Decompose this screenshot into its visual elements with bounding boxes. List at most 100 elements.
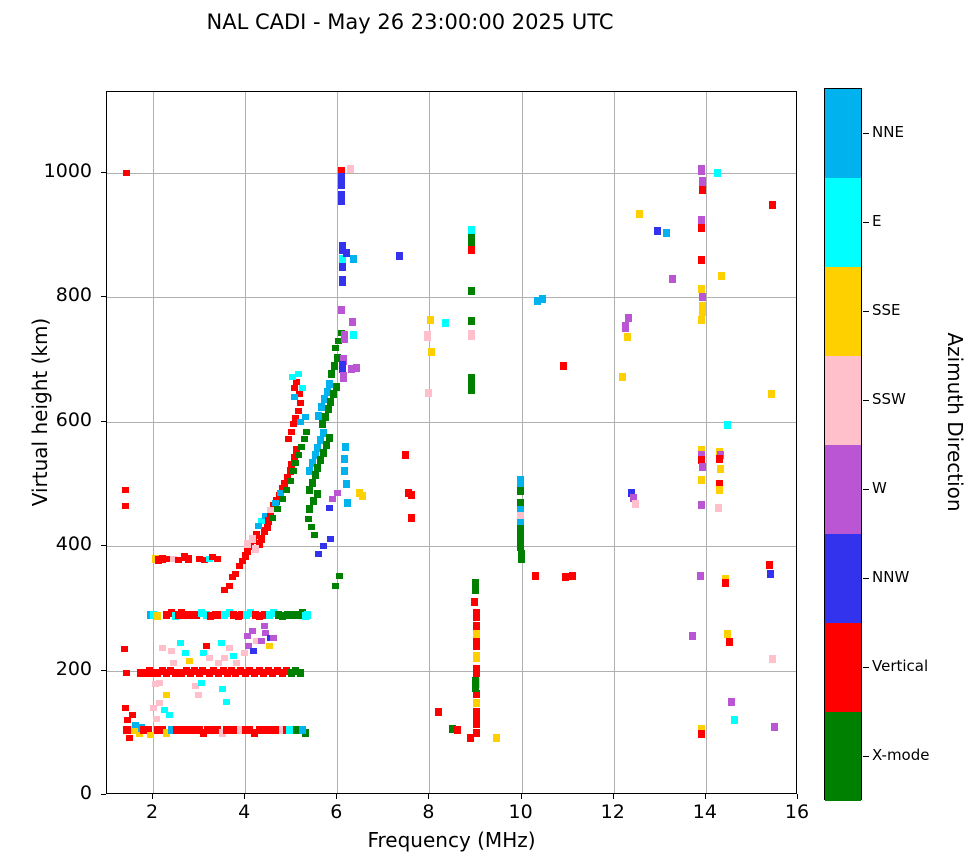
data-point	[181, 610, 189, 619]
data-point	[724, 421, 732, 430]
data-point	[163, 728, 171, 737]
colorbar-label-x-mode: X-mode	[872, 745, 930, 764]
data-point	[697, 223, 705, 232]
data-point	[270, 635, 278, 642]
data-point	[338, 169, 346, 190]
data-point	[180, 553, 188, 562]
data-point	[472, 579, 480, 588]
data-point	[716, 486, 724, 495]
data-point	[247, 609, 255, 618]
data-point	[688, 631, 696, 640]
colorbar-label-nne: NNE	[872, 122, 904, 141]
data-point	[214, 555, 222, 562]
data-point	[769, 655, 777, 664]
x-tick-label: 12	[600, 801, 625, 823]
data-point	[292, 459, 300, 466]
data-point	[246, 666, 254, 675]
colorbar-label-nnw: NNW	[872, 567, 910, 586]
data-point	[284, 610, 292, 619]
data-point	[167, 666, 175, 675]
data-point	[295, 452, 303, 459]
data-point	[202, 610, 210, 619]
data-point	[149, 704, 157, 711]
data-point	[252, 530, 260, 539]
data-point	[154, 669, 162, 678]
data-point	[207, 611, 215, 620]
data-point	[288, 373, 296, 380]
data-point	[472, 676, 480, 685]
x-tick-label: 14	[692, 801, 717, 823]
data-layer	[107, 92, 796, 793]
data-point	[317, 456, 325, 465]
data-point	[696, 572, 704, 580]
data-point	[322, 441, 330, 450]
data-point	[348, 318, 356, 327]
data-point	[335, 573, 343, 579]
data-point	[292, 726, 300, 735]
data-point	[724, 630, 732, 639]
data-point	[669, 274, 677, 283]
page-title: NAL CADI - May 26 23:00:00 2025 UTC	[206, 10, 614, 34]
data-point	[299, 726, 307, 735]
data-point	[248, 534, 256, 543]
x-tick-label: 6	[330, 801, 343, 823]
data-point	[161, 707, 169, 714]
data-point	[468, 226, 476, 235]
data-point	[339, 241, 347, 254]
data-point	[122, 726, 130, 735]
data-point	[718, 272, 726, 281]
data-point	[771, 722, 779, 731]
data-point	[449, 725, 456, 734]
data-point	[472, 690, 480, 699]
data-point	[325, 504, 333, 511]
data-point	[349, 330, 357, 339]
data-point	[286, 478, 294, 485]
data-point	[211, 610, 219, 619]
data-point	[239, 558, 247, 565]
data-point	[225, 582, 233, 589]
data-point	[697, 284, 705, 293]
data-point	[270, 502, 278, 511]
y-tick	[101, 296, 106, 298]
data-point	[156, 680, 164, 687]
data-point	[318, 402, 326, 411]
colorbar-tick	[863, 132, 869, 134]
x-tick-label: 16	[784, 801, 810, 823]
data-point	[339, 263, 347, 272]
data-point	[176, 726, 184, 735]
data-point	[269, 514, 277, 521]
data-point	[327, 397, 335, 406]
data-point	[534, 297, 542, 306]
data-point	[518, 556, 526, 563]
data-point	[333, 489, 341, 496]
data-point	[262, 513, 270, 520]
data-point	[323, 387, 331, 396]
data-point	[154, 726, 162, 735]
data-point	[428, 348, 436, 357]
data-point	[468, 316, 476, 325]
data-point	[265, 610, 273, 619]
colorbar-tick	[863, 310, 869, 312]
data-point	[253, 637, 261, 644]
data-point	[267, 509, 275, 518]
data-point	[245, 642, 253, 649]
colorbar-band-w	[825, 445, 861, 534]
data-point	[472, 664, 480, 677]
x-axis-label: Frequency (MHz)	[367, 828, 536, 852]
x-tick-label: 2	[146, 801, 159, 823]
data-point	[517, 475, 525, 490]
data-point	[191, 682, 199, 689]
data-point	[216, 610, 224, 619]
data-point	[311, 471, 319, 480]
data-point	[343, 479, 351, 488]
data-point	[218, 686, 226, 693]
data-point	[306, 486, 314, 495]
data-point	[256, 611, 264, 620]
data-point	[195, 669, 203, 678]
data-point	[663, 228, 671, 237]
data-point	[191, 726, 199, 735]
data-point	[255, 666, 263, 675]
data-point	[320, 448, 327, 457]
y-tick	[101, 545, 106, 547]
data-point	[281, 479, 289, 488]
